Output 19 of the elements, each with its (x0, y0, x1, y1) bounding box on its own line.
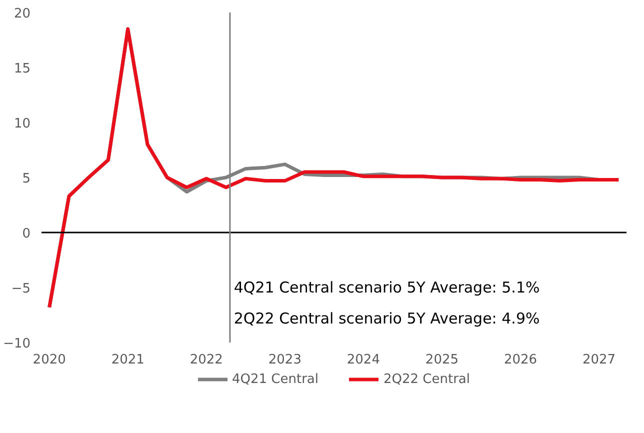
y-tick-label: −10 (3, 336, 31, 352)
legend-label: 2Q22 Central (384, 372, 470, 386)
x-tick-label: 2027 (582, 352, 616, 368)
x-tick-label: 2024 (346, 352, 380, 368)
y-tick-label: 0 (22, 226, 31, 242)
x-tick-label: 2026 (504, 352, 538, 368)
x-tick-label: 2023 (268, 352, 302, 368)
y-tick-label: 20 (14, 6, 31, 22)
y-tick-label: −5 (11, 282, 31, 296)
legend-label: 4Q21 Central (232, 372, 318, 386)
x-tick-label: 2021 (111, 352, 144, 368)
y-tick-label: 15 (14, 62, 31, 76)
annotation: 2Q22 Central scenario 5Y Average: 4.9% (234, 309, 540, 328)
y-tick-label: 10 (14, 116, 31, 132)
x-tick-label: 2020 (32, 352, 66, 368)
annotation: 4Q21 Central scenario 5Y Average: 5.1% (234, 278, 540, 296)
x-tick-label: 2022 (190, 352, 223, 368)
x-tick-label: 2025 (425, 352, 459, 368)
y-tick-label: 5 (22, 172, 31, 186)
